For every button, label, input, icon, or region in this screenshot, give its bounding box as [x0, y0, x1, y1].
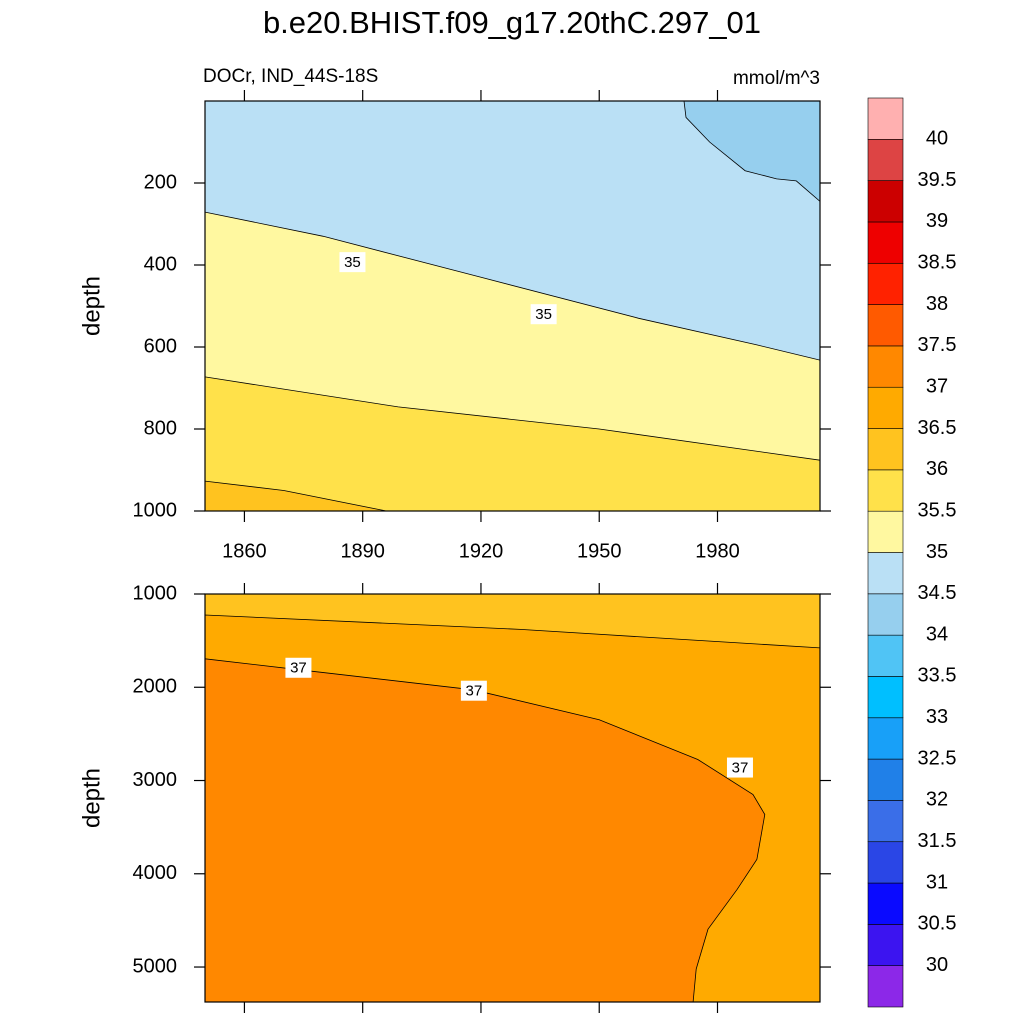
colorbar-box — [867, 634, 904, 677]
y-tick-label: 4000 — [133, 862, 178, 884]
colorbar-box — [867, 262, 904, 305]
colorbar-label: 32 — [926, 789, 948, 811]
colorbar-label: 35.5 — [918, 499, 957, 521]
contour-label-bg — [285, 657, 312, 678]
contour-region — [683, 101, 820, 202]
colorbar-label: 40 — [926, 128, 948, 150]
colorbar-box — [867, 428, 904, 471]
colorbar-box — [867, 593, 904, 636]
contour-label: 37 — [466, 683, 483, 700]
x-tick-label: 1920 — [459, 540, 504, 562]
y-tick-label: 400 — [144, 253, 177, 275]
colorbar-box — [867, 510, 904, 553]
colorbar-box — [867, 758, 904, 801]
plot-area: 35 35 — [205, 101, 820, 511]
colorbar-label: 33 — [926, 706, 948, 728]
colorbar-label: 36.5 — [918, 417, 957, 439]
colorbar-label: 39 — [926, 210, 948, 232]
y-axis-label: depth — [78, 276, 105, 336]
y-axis-label: depth — [78, 768, 105, 828]
colorbar-label: 38 — [926, 293, 948, 315]
colorbar-box — [867, 965, 904, 1008]
contour-label: 35 — [344, 254, 361, 271]
x-tick-label: 1980 — [695, 540, 740, 562]
colorbar-label: 30 — [926, 954, 948, 976]
x-tick-label: 1950 — [577, 540, 622, 562]
colorbar-label: 35 — [926, 541, 948, 563]
contour-label: 35 — [535, 306, 552, 323]
units: mmol/m^3 — [733, 68, 820, 89]
contour-region — [205, 658, 766, 1002]
colorbar-label: 36 — [926, 458, 948, 480]
colorbar-box — [867, 221, 904, 264]
colorbar-box — [867, 676, 904, 719]
frame — [204, 100, 821, 512]
contour-label-bg — [339, 252, 366, 273]
contour-label-bg — [460, 680, 487, 701]
y-tick-label: 800 — [144, 417, 177, 439]
colorbar-box — [867, 552, 904, 595]
colorbar-label: 38.5 — [918, 252, 957, 274]
colorbar-label: 39.5 — [918, 169, 957, 191]
colorbar-box — [867, 841, 904, 884]
colorbar-label: 34 — [926, 623, 948, 645]
colorbar-box — [867, 139, 904, 181]
contour-label-bg — [726, 757, 753, 778]
colorbar-box — [867, 469, 904, 512]
colorbar-label: 34.5 — [918, 582, 957, 604]
colorbar-box — [867, 345, 904, 388]
y-tick-label: 5000 — [133, 955, 178, 977]
colorbar-box — [867, 180, 904, 223]
x-tick-label: 1890 — [340, 540, 385, 562]
colorbar-label: 37.5 — [918, 334, 957, 356]
plot-area: 37 37 37 — [205, 594, 820, 1002]
colorbar-label: 37 — [926, 376, 948, 398]
frame — [204, 593, 821, 1003]
colorbar-box — [867, 924, 904, 966]
colorbar-box — [867, 800, 904, 843]
subtitle: DOCr, IND_44S-18S — [203, 66, 378, 87]
y-tick-label: 200 — [144, 171, 177, 193]
contour-region — [205, 480, 387, 511]
contour-label: 37 — [732, 760, 749, 777]
y-tick-label: 2000 — [133, 676, 178, 698]
colorbar-box — [867, 97, 904, 140]
y-tick-label: 3000 — [133, 769, 178, 791]
y-tick-label: 1000 — [133, 499, 178, 521]
contour-label: 37 — [290, 660, 307, 677]
colorbar-label: 31 — [926, 871, 948, 893]
colorbar-label: 31.5 — [918, 830, 957, 852]
y-tick-label: 1000 — [133, 582, 178, 604]
contour-region — [205, 376, 820, 511]
colorbar-label: 33.5 — [918, 665, 957, 687]
colorbar-box — [867, 882, 904, 925]
colorbar-box — [867, 386, 904, 429]
y-tick-label: 600 — [144, 335, 177, 357]
colorbar-box — [867, 717, 904, 760]
colorbar-label: 30.5 — [918, 913, 957, 935]
x-tick-label: 1860 — [222, 540, 267, 562]
colorbar-box — [867, 304, 904, 347]
title: b.e20.BHIST.f09_g17.20thC.297_01 — [263, 5, 761, 40]
colorbar-label: 32.5 — [918, 747, 957, 769]
contour-label-bg — [530, 304, 557, 325]
